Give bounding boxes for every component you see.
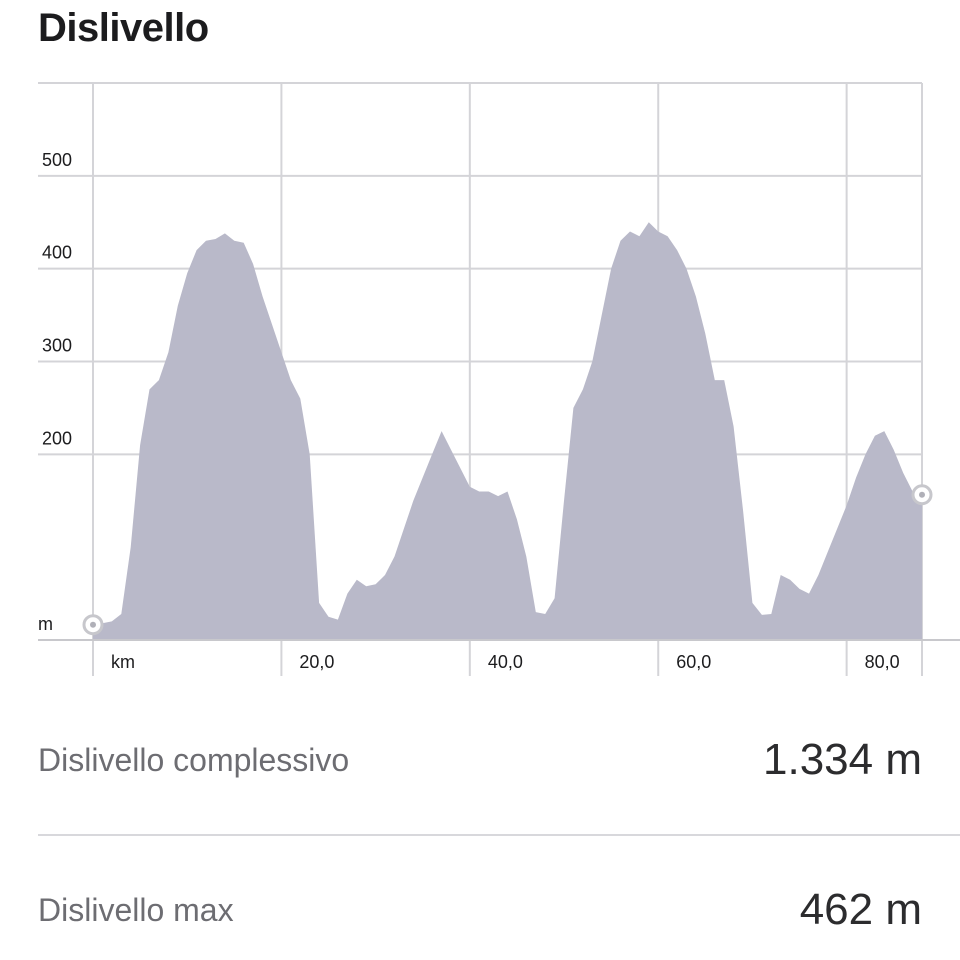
y-tick-label-200: 200 xyxy=(42,428,72,448)
chart-markers xyxy=(82,484,933,636)
y-tick-label-400: 400 xyxy=(42,243,72,263)
page-title: Dislivello xyxy=(38,6,209,50)
x-tick-label-80: 80,0 xyxy=(865,652,900,672)
elevation-chart-svg: 200 300 400 500 20,0 40,0 60,0 80,0 km m xyxy=(38,82,960,676)
y-unit-label: m xyxy=(38,614,53,634)
x-tick-label-20: 20,0 xyxy=(299,652,334,672)
stat-value-max-elevation: 462 m xyxy=(799,885,922,934)
elevation-area xyxy=(93,222,922,641)
y-tick-label-300: 300 xyxy=(42,336,72,356)
stats-divider xyxy=(38,834,960,836)
x-tick-label-40: 40,0 xyxy=(488,652,523,672)
y-tick-label-500: 500 xyxy=(42,150,72,170)
chart-labels: 200 300 400 500 20,0 40,0 60,0 80,0 km m xyxy=(38,150,900,672)
x-unit-label: km xyxy=(111,652,135,672)
x-tick-label-60: 60,0 xyxy=(676,652,711,672)
stat-row-total-elevation: Dislivello complessivo 1.334 m xyxy=(38,730,922,790)
stat-label-max-elevation: Dislivello max xyxy=(38,891,234,928)
end-marker-dot xyxy=(919,491,925,498)
start-marker-dot xyxy=(90,621,96,628)
stat-value-total-elevation: 1.334 m xyxy=(763,735,922,784)
elevation-chart: 200 300 400 500 20,0 40,0 60,0 80,0 km m xyxy=(38,82,960,676)
stat-label-total-elevation: Dislivello complessivo xyxy=(38,741,350,778)
stat-row-max-elevation: Dislivello max 462 m xyxy=(38,880,922,940)
